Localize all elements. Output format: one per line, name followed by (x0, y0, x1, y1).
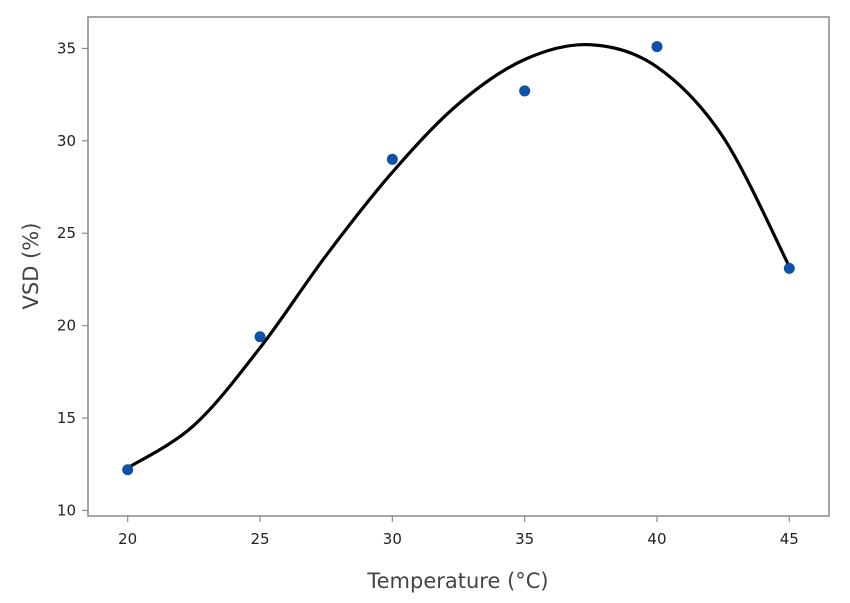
y-tick-label: 35 (57, 39, 76, 57)
x-tick-label: 40 (647, 530, 666, 548)
y-axis-ticks: 10 15 20 25 30 35 (57, 39, 88, 519)
data-point (651, 41, 663, 53)
data-point (254, 331, 266, 343)
x-tick-label: 30 (383, 530, 402, 548)
x-tick-label: 25 (250, 530, 269, 548)
x-axis-label: Temperature (°C) (366, 569, 548, 593)
x-tick-label: 35 (515, 530, 534, 548)
y-tick-label: 15 (57, 409, 76, 427)
x-tick-label: 20 (118, 530, 137, 548)
data-point (122, 464, 134, 476)
x-tick-label: 45 (780, 530, 799, 548)
data-point (783, 262, 795, 274)
plot-frame (87, 16, 830, 517)
y-tick-label: 25 (57, 224, 76, 242)
data-point (519, 85, 531, 97)
data-points (122, 41, 795, 476)
x-axis-ticks: 20 25 30 35 40 45 (118, 516, 799, 548)
y-tick-label: 10 (57, 501, 76, 519)
y-axis-label: VSD (%) (19, 223, 43, 310)
data-point (386, 153, 398, 165)
fit-curve (126, 42, 791, 470)
y-tick-label: 20 (57, 317, 76, 335)
y-tick-label: 30 (57, 132, 76, 150)
